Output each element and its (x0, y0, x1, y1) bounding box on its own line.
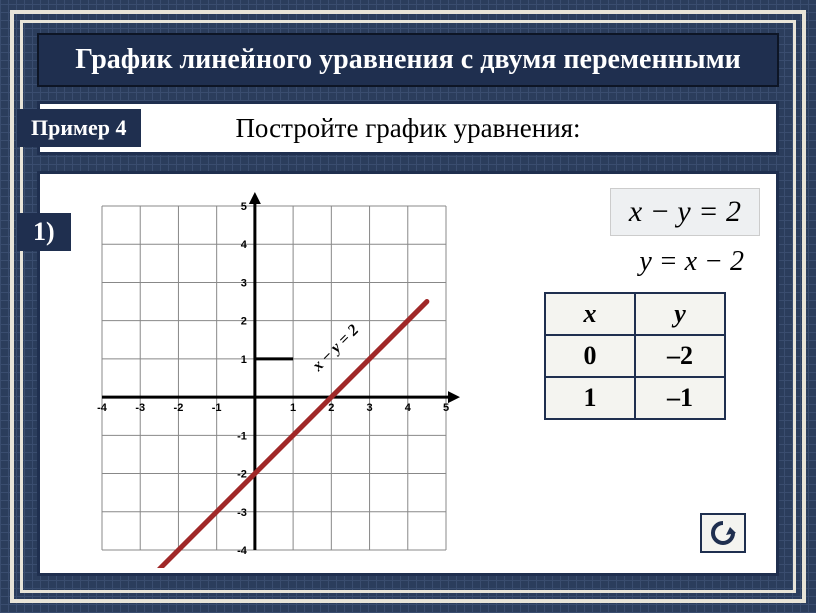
equation-derived: y = x − 2 (510, 246, 760, 278)
svg-text:-2: -2 (237, 469, 247, 481)
subtitle-bar: Постройте график уравнения: (37, 101, 779, 155)
svg-text:-4: -4 (237, 545, 248, 557)
equation-primary: x − y = 2 (610, 188, 760, 236)
svg-text:2: 2 (328, 402, 334, 414)
outer-frame: График линейного уравнения с двумя перем… (10, 10, 806, 603)
svg-text:3: 3 (241, 277, 247, 289)
table-header-row: x y (545, 293, 725, 335)
table-cell: –2 (635, 335, 725, 377)
svg-text:-3: -3 (237, 507, 247, 519)
svg-text:2: 2 (241, 316, 247, 328)
table-header-y: y (635, 293, 725, 335)
svg-text:4: 4 (405, 402, 412, 414)
inner-frame: График линейного уравнения с двумя перем… (20, 20, 796, 593)
svg-text:3: 3 (366, 402, 372, 414)
return-button[interactable] (700, 513, 746, 553)
svg-text:5: 5 (443, 402, 449, 414)
table-cell: 0 (545, 335, 635, 377)
step-badge: 1) (17, 213, 71, 251)
table-header-x: x (545, 293, 635, 335)
title-bar: График линейного уравнения с двумя перем… (37, 33, 779, 87)
svg-text:-3: -3 (135, 402, 145, 414)
table-row: 0 –2 (545, 335, 725, 377)
svg-text:1: 1 (241, 354, 247, 366)
step-badge-text: 1) (33, 217, 55, 246)
svg-text:1: 1 (290, 402, 296, 414)
subtitle-text: Постройте график уравнения: (235, 113, 580, 144)
svg-text:4: 4 (241, 239, 248, 251)
example-badge: Пример 4 (17, 109, 141, 147)
svg-text:-4: -4 (97, 402, 108, 414)
table-cell: –1 (635, 377, 725, 419)
svg-text:-2: -2 (174, 402, 184, 414)
svg-text:5: 5 (241, 201, 247, 213)
svg-text:-1: -1 (212, 402, 222, 414)
svg-text:-1: -1 (237, 430, 247, 442)
table-row: 1 –1 (545, 377, 725, 419)
equations-block: x − y = 2 y = x − 2 x y 0 –2 1 –1 (510, 188, 760, 420)
return-icon (708, 520, 738, 546)
content-panel: -4 -3 -2 -1 1 2 3 4 5 -4 -3 -2 -1 1 2 3 4 5 x − y = 2 x − … (37, 171, 779, 576)
line-chart: -4-3-2-112345-4-3-2-112345x − y = 2 (84, 188, 464, 568)
points-table: x y 0 –2 1 –1 (544, 292, 726, 420)
page-title: График линейного уравнения с двумя перем… (75, 44, 741, 76)
table-cell: 1 (545, 377, 635, 419)
example-badge-text: Пример 4 (31, 115, 127, 140)
